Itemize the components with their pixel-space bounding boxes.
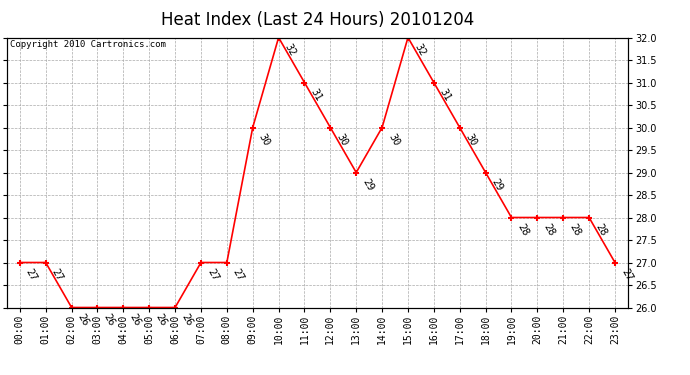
Text: 27: 27 (24, 267, 39, 282)
Text: 28: 28 (567, 222, 582, 237)
Text: 32: 32 (412, 42, 427, 57)
Text: 26: 26 (179, 312, 194, 327)
Text: 28: 28 (593, 222, 608, 237)
Text: 31: 31 (308, 87, 324, 102)
Text: 30: 30 (464, 132, 479, 147)
Text: 27: 27 (619, 267, 634, 282)
Text: 27: 27 (231, 267, 246, 282)
Text: 26: 26 (76, 312, 90, 327)
Text: 27: 27 (50, 267, 65, 282)
Text: 27: 27 (205, 267, 220, 282)
Text: 30: 30 (335, 132, 349, 147)
Text: 30: 30 (257, 132, 272, 147)
Text: 29: 29 (490, 177, 504, 192)
Text: 26: 26 (153, 312, 168, 327)
Text: 32: 32 (283, 42, 297, 57)
Text: 31: 31 (438, 87, 453, 102)
Text: 28: 28 (515, 222, 531, 237)
Text: 26: 26 (101, 312, 117, 327)
Text: Copyright 2010 Cartronics.com: Copyright 2010 Cartronics.com (10, 40, 166, 49)
Text: 26: 26 (128, 312, 142, 327)
Text: 29: 29 (360, 177, 375, 192)
Text: Heat Index (Last 24 Hours) 20101204: Heat Index (Last 24 Hours) 20101204 (161, 11, 474, 29)
Text: 28: 28 (542, 222, 556, 237)
Text: 30: 30 (386, 132, 401, 147)
